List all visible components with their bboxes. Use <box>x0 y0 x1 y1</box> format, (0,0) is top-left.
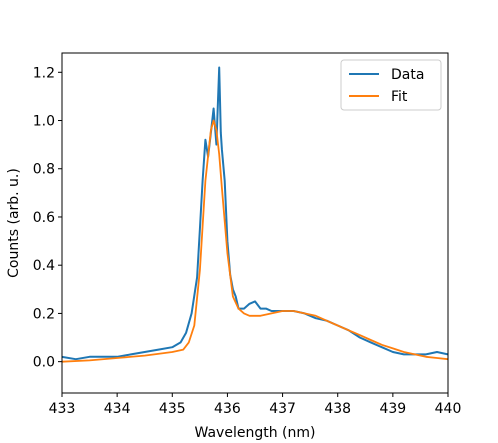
legend-label-fit: Fit <box>391 89 408 105</box>
x-tick-label: 438 <box>324 401 351 417</box>
legend-box <box>340 59 442 111</box>
x-tick-label: 435 <box>159 401 186 417</box>
y-tick-label: 0.2 <box>33 306 55 322</box>
x-axis-label: Wavelength (nm) <box>195 425 316 441</box>
legend-label-data: Data <box>391 67 424 83</box>
plot-frame <box>61 52 449 394</box>
legend: Data Fit <box>340 59 442 111</box>
x-tick-label: 434 <box>104 401 131 417</box>
y-tick-label: 1.2 <box>33 65 55 81</box>
x-tick-label: 436 <box>214 401 241 417</box>
y-tick-label: 0.6 <box>33 210 55 226</box>
x-tick-label: 440 <box>435 401 462 417</box>
y-tick-label: 1.0 <box>33 114 55 130</box>
plot-layer <box>62 66 448 363</box>
y-tick-label: 0.0 <box>33 355 55 371</box>
axis-layer: 433 434 435 436 437 438 439 440 0.0 0.2 0.4 0.6 0.8 1… <box>33 65 462 417</box>
x-tick-label: 433 <box>49 401 76 417</box>
y-tick-label: 0.8 <box>33 162 55 178</box>
series-line-fit <box>62 119 448 363</box>
x-tick-label: 439 <box>379 401 406 417</box>
y-tick-label: 0.4 <box>33 258 55 274</box>
y-axis-label: Counts (arb. u.) <box>6 168 22 278</box>
x-tick-label: 437 <box>269 401 296 417</box>
